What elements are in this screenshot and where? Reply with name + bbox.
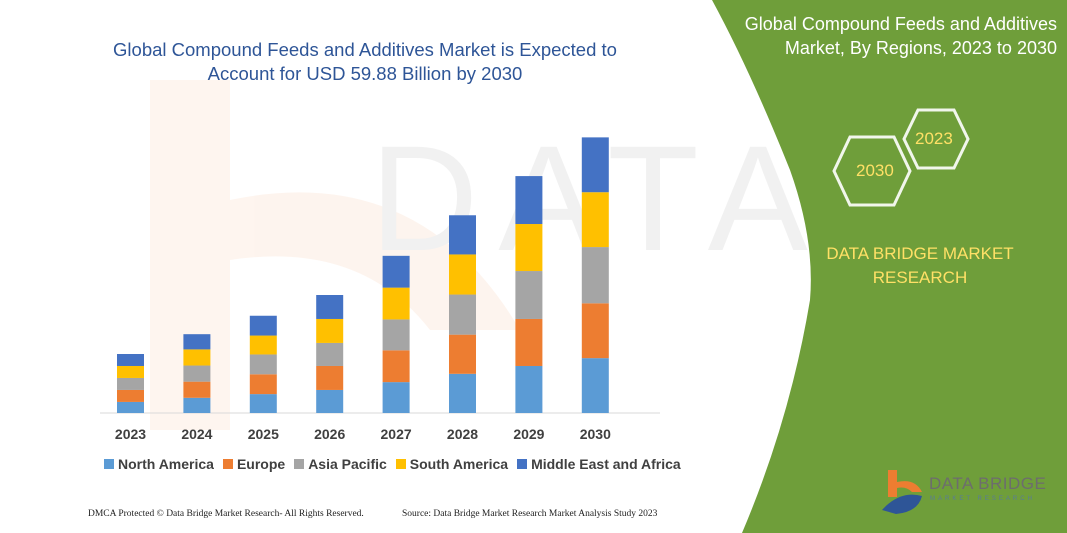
bar-2027-south-america: [382, 287, 410, 320]
brand-text: DATA BRIDGE MARKET RESEARCH: [826, 244, 1014, 287]
bar-2030-asia-pacific: [581, 247, 609, 304]
panel-title: Global Compound Feeds and Additives Mark…: [744, 14, 1057, 58]
legend-item: Middle East and Africa: [517, 456, 681, 472]
bar-2023-north-america: [117, 401, 144, 413]
legend-item: South America: [395, 456, 509, 472]
bar-2028-asia-pacific: [449, 294, 476, 335]
bar-2024-north-america: [183, 397, 211, 413]
bar-2023-south-america: [117, 365, 144, 378]
x-tick-label: 2023: [114, 426, 147, 442]
bar-2027-europe: [382, 350, 410, 383]
bar-2030-europe: [581, 303, 609, 359]
bar-2024-south-america: [183, 349, 211, 366]
bar-2024-asia-pacific: [183, 365, 211, 382]
bar-2025-europe: [249, 374, 277, 395]
x-tick-label: 2024: [181, 426, 213, 442]
bar-2025-south-america: [249, 335, 277, 355]
hex-label-2023: 2023: [915, 129, 953, 148]
logo-icon: [882, 470, 922, 514]
legend-item: Asia Pacific: [294, 456, 387, 472]
hex-2023-icon: [902, 108, 970, 170]
bar-2027-north-america: [382, 382, 410, 413]
bar-2026-middle-east-and-africa: [316, 295, 344, 319]
bar-2027-asia-pacific: [382, 319, 410, 351]
x-tick-label: 2025: [247, 426, 279, 442]
chart-title: Global Compound Feeds and Additives Mark…: [113, 39, 617, 84]
bar-2025-middle-east-and-africa: [249, 315, 277, 336]
bar-2024-europe: [183, 381, 211, 398]
hex-2030-icon: [832, 135, 912, 207]
footer-copyright: DMCA Protected © Data Bridge Market Rese…: [88, 509, 364, 519]
x-tick-label: 2026: [314, 426, 346, 442]
bar-2026-north-america: [316, 389, 344, 413]
legend: North America Europe Asia Pacific South Ame…: [104, 456, 681, 472]
bar-2030-middle-east-and-africa: [581, 137, 609, 193]
bar-2030-south-america: [581, 192, 609, 248]
legend-label: Middle East and Africa: [531, 456, 681, 472]
legend-item: Europe: [222, 456, 286, 472]
hex-label-2030: 2030: [856, 161, 894, 180]
bar-2026-asia-pacific: [316, 342, 344, 366]
legend-label: Asia Pacific: [308, 456, 387, 472]
bar-2027-middle-east-and-africa: [382, 255, 410, 288]
legend-label: Europe: [236, 456, 286, 472]
legend-swatch: [395, 459, 406, 469]
bar-2023-middle-east-and-africa: [117, 354, 144, 366]
logo-text: DATA BRIDGE: [929, 474, 1047, 493]
legend-label: North America: [118, 456, 214, 472]
bar-2025-north-america: [249, 394, 277, 413]
bar-2024-middle-east-and-africa: [183, 334, 211, 350]
bar-2025-asia-pacific: [249, 354, 277, 375]
logo-subtext: MARKET RESEARCH: [930, 496, 1035, 502]
bar-2029-north-america: [515, 365, 543, 413]
x-tick-label: 2029: [513, 426, 545, 442]
bar-2023-europe: [117, 389, 144, 402]
x-tick-label: 2028: [446, 426, 479, 442]
legend-swatch: [517, 459, 528, 469]
bar-2028-north-america: [449, 373, 476, 413]
bar-2028-europe: [449, 334, 476, 374]
legend-item: North America: [104, 456, 214, 472]
legend-swatch: [294, 459, 305, 469]
bar-2029-europe: [515, 318, 543, 366]
green-panel: [712, 0, 1067, 533]
bar-2028-middle-east-and-africa: [449, 215, 476, 255]
bar-2023-asia-pacific: [117, 377, 144, 390]
bars: [117, 137, 609, 413]
bar-2029-south-america: [515, 224, 543, 272]
x-tick-label: 2030: [579, 426, 611, 442]
bar-2026-europe: [316, 365, 344, 390]
legend-swatch: [104, 459, 114, 469]
footer-source: Source: Data Bridge Market Research Mark…: [402, 509, 658, 519]
bar-2026-south-america: [316, 318, 344, 343]
legend-swatch: [222, 459, 233, 469]
x-tick-label: 2027: [380, 426, 412, 442]
legend-label: South America: [409, 456, 509, 472]
bar-2030-north-america: [581, 358, 609, 413]
bar-2029-asia-pacific: [515, 271, 543, 319]
bar-2028-south-america: [449, 254, 476, 295]
bar-2029-middle-east-and-africa: [515, 176, 543, 225]
